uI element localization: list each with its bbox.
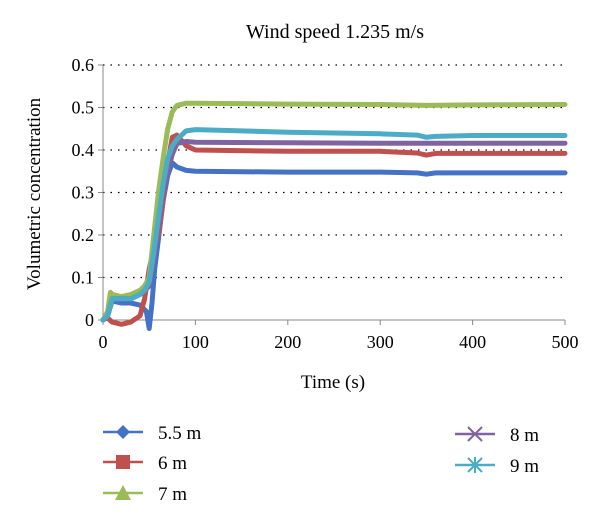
x-tick-label: 100: [182, 332, 209, 352]
legend-item-4: 8 m: [455, 425, 539, 446]
legend-marker: [116, 425, 130, 439]
legend-item-3: 7 m: [103, 484, 187, 505]
series-line-1: [100, 160, 568, 331]
axes: [98, 64, 566, 325]
series-line-5: [100, 127, 568, 323]
tick-labels: 0 0.1 0.2 0.3 0.4 0.5 0.6 0 100 200 300 400 500: [72, 55, 579, 352]
y-tick-label: 0.1: [72, 268, 95, 288]
legend-label: 9 m: [510, 456, 539, 477]
legend-marker: [115, 485, 131, 500]
x-tick-label: 200: [274, 332, 301, 352]
legend-item-2: 6 m: [103, 453, 187, 474]
legend-label: 7 m: [158, 484, 187, 505]
y-tick-label: 0.3: [72, 183, 95, 203]
y-tick-label: 0: [85, 310, 94, 330]
y-tick-label: 0.5: [72, 98, 95, 118]
legend-marker: [467, 457, 483, 473]
x-axis-label: Time (s): [301, 372, 365, 393]
legend-item-1: 5.5 m: [103, 423, 202, 444]
x-tick-label: 300: [367, 332, 394, 352]
legend-label: 8 m: [510, 425, 539, 446]
x-tick-label: 400: [459, 332, 486, 352]
legend-label: 6 m: [158, 453, 187, 474]
series-line-3: [100, 100, 568, 323]
x-tick-label: 0: [99, 332, 108, 352]
legend-label: 5.5 m: [158, 423, 202, 444]
series-lines: [100, 100, 568, 331]
legend-marker: [116, 455, 130, 469]
y-axis-label: Volumetric concentration: [24, 97, 45, 290]
legend-marker: [467, 426, 483, 442]
y-tick-label: 0.4: [72, 140, 95, 160]
legend: 5.5 m 6 m 7 m 8 m 9 m: [103, 423, 539, 505]
y-tick-label: 0.2: [72, 225, 95, 245]
y-tick-label: 0.6: [72, 55, 95, 75]
chart-title: Wind speed 1.235 m/s: [246, 21, 424, 43]
x-tick-label: 500: [552, 332, 579, 352]
legend-item-5: 9 m: [455, 456, 539, 477]
